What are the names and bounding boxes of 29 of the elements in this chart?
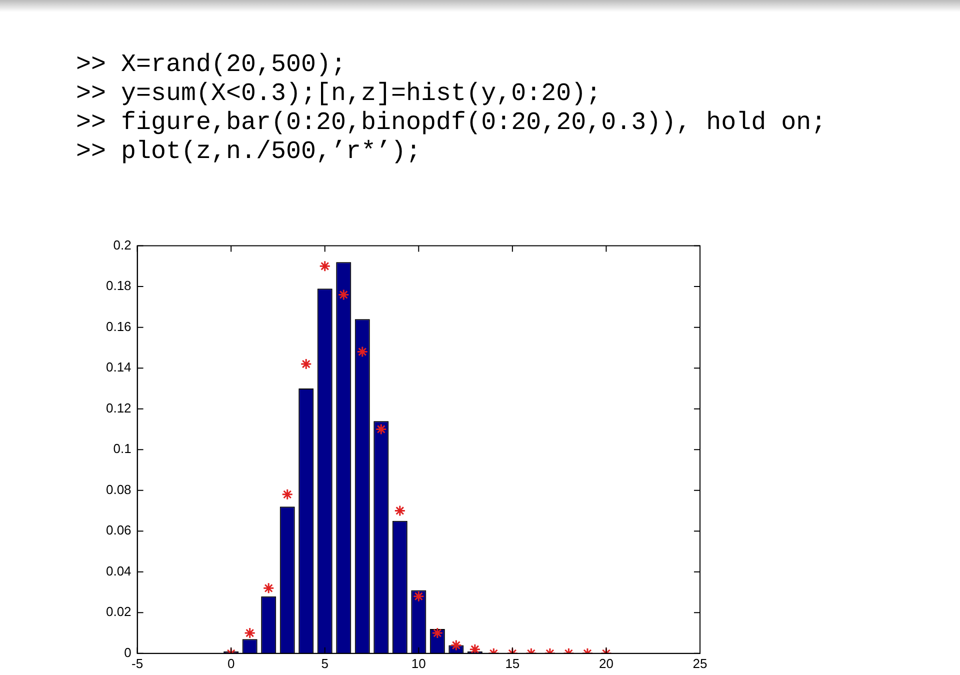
y-tick-label: 0.12 xyxy=(106,400,132,416)
y-tick-label: 0 xyxy=(124,644,132,660)
text: >> y=sum(X<0.3);[n,z]=hist(y,0:20); xyxy=(76,79,602,108)
point xyxy=(319,260,331,272)
point xyxy=(338,288,350,300)
y-tick-label: 0.04 xyxy=(106,563,132,578)
point xyxy=(300,358,312,370)
text: >> plot(z,n./500,’r*’); xyxy=(76,137,422,166)
y-tick-label: 0.18 xyxy=(106,278,132,294)
x-tick-label: 20 xyxy=(598,656,614,671)
text: >> X=rand(20,500); xyxy=(76,50,348,79)
text: >> figure,bar(0:20,binopdf(0:20,20,0.3)), hold on; xyxy=(76,108,826,137)
x-tick-label: 5 xyxy=(321,656,328,671)
y-tick-label: 0.06 xyxy=(106,522,132,538)
y-tick-label: 0.1 xyxy=(113,441,132,456)
y-tick-label: 0.08 xyxy=(106,482,132,497)
point xyxy=(282,488,294,500)
x-tick-label: 25 xyxy=(692,656,708,671)
y-tick-label: 0.14 xyxy=(106,360,132,375)
point xyxy=(394,504,406,516)
y-tick-label: 0.02 xyxy=(106,604,132,620)
x-tick-label: 0 xyxy=(227,656,235,671)
x-tick-label: 15 xyxy=(505,656,520,671)
point xyxy=(375,423,387,435)
y-tick-label: 0.16 xyxy=(106,318,132,334)
point xyxy=(356,346,368,358)
y-tick-label: 0.2 xyxy=(113,237,132,252)
x-tick-label: 10 xyxy=(411,656,426,671)
x-tick-label: -5 xyxy=(132,656,144,671)
